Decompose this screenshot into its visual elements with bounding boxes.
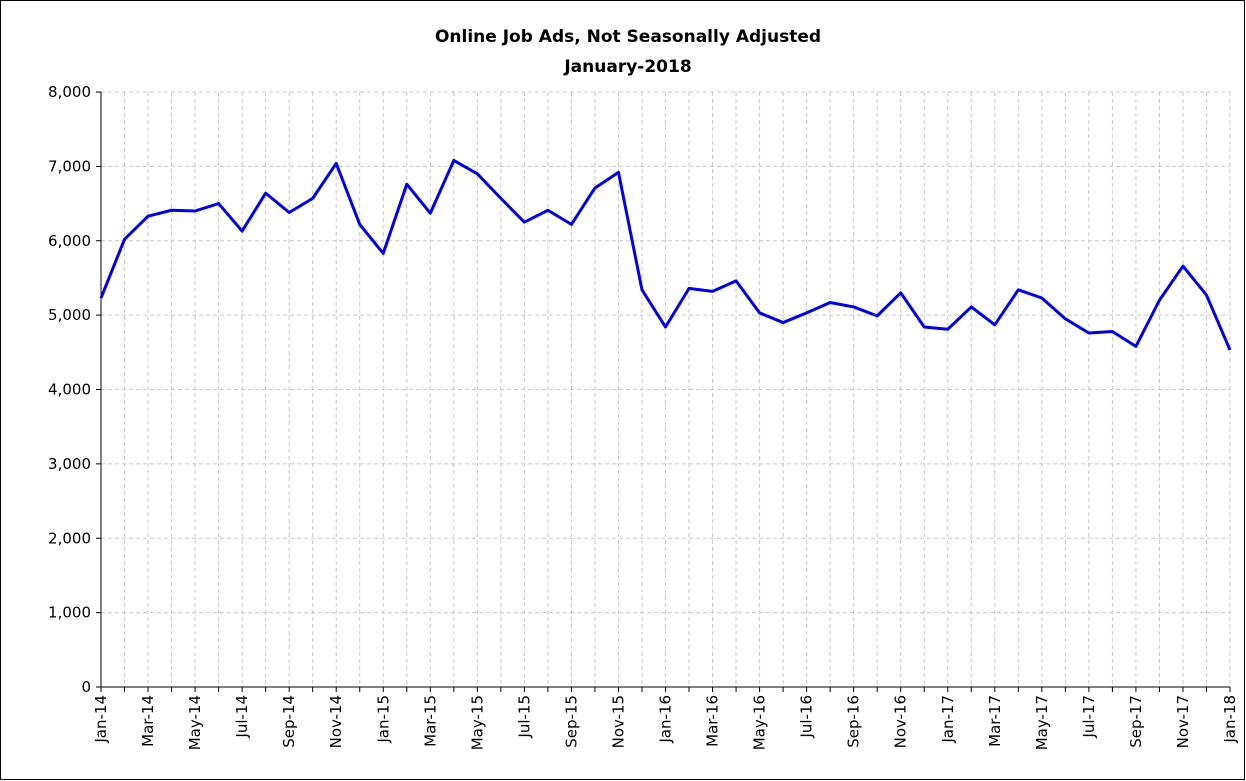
chart-title: Online Job Ads, Not Seasonally Adjusted [435,27,821,47]
x-tick-label: May-16 [751,695,769,750]
x-tick-label: Jan-18 [1221,695,1239,744]
x-tick-label: Sep-15 [562,695,580,748]
x-tick-label: Nov-17 [1174,695,1192,748]
x-tick-label: Mar-17 [986,695,1004,747]
x-tick-label: Jan-17 [939,695,957,744]
x-tick-label: Mar-16 [704,695,722,747]
y-tick-label: 1,000 [48,604,91,622]
x-tick-label: Jul-16 [798,695,816,739]
x-tick-label: Jul-14 [233,695,251,739]
y-tick-label: 3,000 [48,455,91,473]
x-tick-label: Sep-17 [1127,695,1145,748]
x-tick-label: May-17 [1033,695,1051,750]
x-tick-label: Jul-15 [515,695,533,739]
line-series [99,158,1232,351]
x-tick-label: Nov-15 [609,695,627,748]
chart-subtitle: January-2018 [563,57,691,77]
x-tick-label: Mar-15 [421,695,439,747]
x-tick-label: Jan-16 [657,695,675,744]
x-tick-label: May-15 [468,695,486,750]
y-tick-label: 2,000 [48,529,91,547]
x-tick-label: Jan-15 [374,695,392,744]
x-tick-label: Nov-14 [327,695,345,748]
y-tick-label: 4,000 [48,381,91,399]
x-tick-label: Jul-17 [1080,695,1098,739]
x-tick-label: Nov-16 [892,695,910,748]
y-tick-label: 6,000 [48,232,91,250]
y-tick-label: 8,000 [48,83,91,101]
y-tick-label: 7,000 [48,157,91,175]
x-tick-label: Jan-14 [92,695,110,744]
x-tick-label: Sep-14 [280,695,298,748]
y-tick-label: 0 [81,678,91,696]
x-tick-label: May-14 [186,695,204,750]
x-tick-label: Mar-14 [139,695,157,747]
x-tick-label: Sep-16 [845,695,863,748]
y-tick-label: 5,000 [48,306,91,324]
